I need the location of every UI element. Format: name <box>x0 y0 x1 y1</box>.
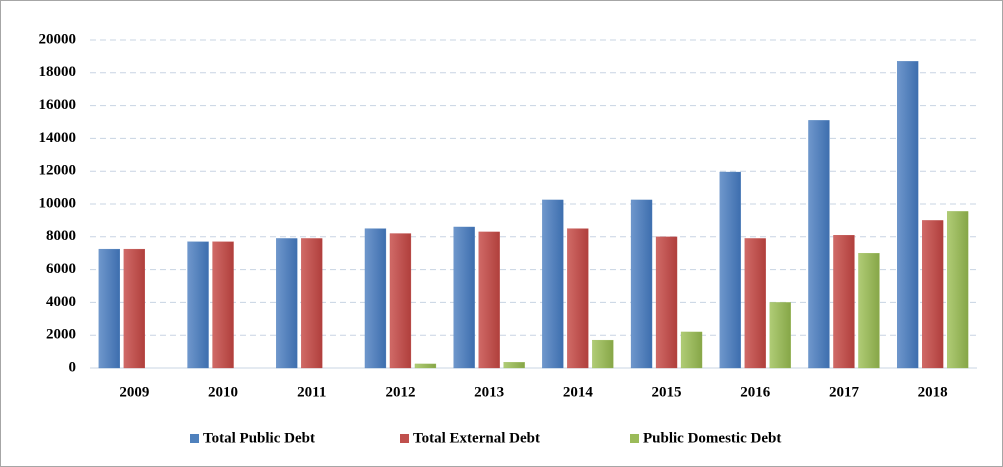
legend-swatch <box>400 434 409 443</box>
y-tick-label: 4000 <box>46 294 76 310</box>
bar <box>212 241 234 369</box>
bar <box>478 231 500 369</box>
bar <box>719 171 741 369</box>
y-tick-label: 12000 <box>39 163 77 179</box>
y-tick-label: 14000 <box>39 130 77 146</box>
bar <box>187 241 209 369</box>
bar <box>542 199 564 369</box>
y-tick-label: 8000 <box>46 228 76 244</box>
bar <box>680 331 703 369</box>
bar <box>922 220 944 369</box>
x-tick-label: 2016 <box>740 384 771 400</box>
y-tick-label: 18000 <box>39 64 77 80</box>
bar <box>276 238 298 369</box>
bar <box>744 238 766 369</box>
bar <box>567 228 589 369</box>
legend-swatch <box>630 434 639 443</box>
y-tick-label: 16000 <box>39 97 77 113</box>
legend-label: Total Public Debt <box>203 430 315 446</box>
x-tick-label: 2013 <box>474 384 504 400</box>
legend-label: Total External Debt <box>413 430 540 446</box>
bar <box>769 302 791 369</box>
bar <box>655 236 678 369</box>
y-tick-label: 20000 <box>39 31 77 47</box>
x-tick-label: 2018 <box>918 384 948 400</box>
bar <box>947 211 969 369</box>
bar <box>364 228 387 369</box>
x-tick-label: 2015 <box>652 384 682 400</box>
bar <box>301 238 323 369</box>
x-tick-label: 2011 <box>297 384 326 400</box>
y-tick-label: 2000 <box>46 327 76 343</box>
x-tick-label: 2010 <box>208 384 238 400</box>
legend-label: Public Domestic Debt <box>643 430 781 446</box>
bar <box>833 235 855 369</box>
y-tick-label: 6000 <box>46 261 76 277</box>
bar <box>123 248 145 369</box>
bar <box>98 248 120 369</box>
x-tick-label: 2009 <box>119 384 149 400</box>
bar <box>414 363 437 369</box>
bar <box>808 120 830 369</box>
x-tick-label: 2014 <box>563 384 594 400</box>
y-tick-label: 10000 <box>39 195 77 211</box>
bar <box>858 253 880 369</box>
bar <box>897 61 919 369</box>
y-tick-label: 0 <box>69 359 77 375</box>
bar <box>592 339 614 369</box>
x-tick-label: 2012 <box>385 384 415 400</box>
bar <box>453 226 475 369</box>
bar <box>389 233 412 369</box>
bar <box>630 199 653 369</box>
bar <box>503 362 525 369</box>
x-tick-label: 2017 <box>829 384 860 400</box>
legend-swatch <box>190 434 199 443</box>
